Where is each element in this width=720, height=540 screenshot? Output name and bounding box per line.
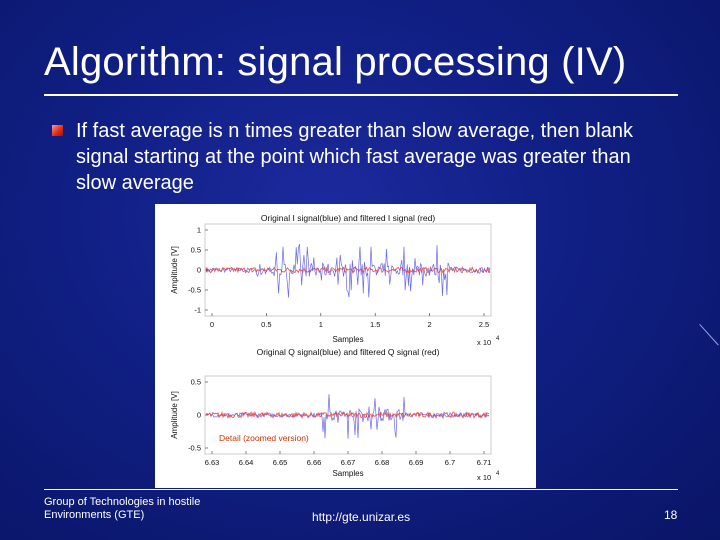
bottom-plot-x-exponent-power: 4 [496, 471, 500, 477]
bottom-x-tick-label: 6.67 [341, 458, 356, 467]
bottom-x-tick-label: 6.69 [409, 458, 424, 467]
signal-figure: Original I signal(blue) and filtered I s… [155, 204, 536, 488]
bottom-y-tick-label: -0.5 [188, 444, 201, 453]
bottom-x-tick-label: 6.66 [307, 458, 322, 467]
bottom-x-tick-label: 6.7 [445, 458, 455, 467]
top-x-tick-label: 0 [210, 320, 214, 329]
bottom-plot-xlabel: Samples [332, 469, 363, 478]
detail-annotation: Detail (zoomed version) [219, 433, 309, 443]
footer-url: http://gte.unizar.es [312, 510, 411, 524]
top-plot-x-exponent: x 10 [477, 338, 491, 347]
top-x-tick-label: 1.5 [370, 320, 380, 329]
bottom-y-tick-label: 0.5 [191, 378, 201, 387]
top-x-tick-label: 0.5 [261, 320, 271, 329]
bullet-text: If fast average is n times greater than … [76, 120, 633, 194]
bullet-square-icon [52, 125, 63, 136]
bottom-plot-x-exponent: x 10 [477, 473, 491, 482]
bottom-plot-signals [205, 394, 490, 439]
top-series-filtered [205, 265, 491, 275]
top-y-tick-label: 0.5 [191, 246, 201, 255]
top-plot-xlabel: Samples [332, 335, 363, 344]
top-x-tick-label: 2.5 [479, 320, 489, 329]
top-plot-title: Original I signal(blue) and filtered I s… [261, 213, 436, 223]
footer-rule [44, 489, 678, 490]
bottom-plot-y-ticks: 0.5 0 -0.5 [188, 378, 208, 453]
bottom-x-tick-label: 6.65 [273, 458, 288, 467]
top-y-tick-label: 0 [197, 266, 201, 275]
top-series-original [205, 244, 491, 298]
footer-organization: Group of Technologies in hostile Environ… [44, 496, 201, 521]
top-x-tick-label: 1 [319, 320, 323, 329]
bottom-x-tick-label: 6.64 [239, 458, 254, 467]
bottom-y-tick-label: 0 [197, 411, 201, 420]
title-underline [44, 94, 678, 96]
top-x-tick-label: 2 [428, 320, 432, 329]
decorative-diagonal-line [699, 324, 719, 346]
bottom-x-tick-label: 6.68 [375, 458, 390, 467]
bottom-x-tick-label: 6.63 [205, 458, 220, 467]
top-y-tick-label: -1 [194, 306, 201, 315]
signal-figure-svg: Original I signal(blue) and filtered I s… [170, 213, 500, 482]
top-plot-x-exponent-power: 4 [496, 336, 500, 342]
bottom-plot-title: Original Q signal(blue) and filtered Q s… [257, 347, 440, 357]
bottom-series-filtered [205, 410, 490, 420]
top-y-tick-label: 1 [197, 226, 201, 235]
bottom-plot-x-ticks: 6.63 6.64 6.65 6.66 6.67 6.68 6.69 6.7 6.71 [205, 451, 492, 467]
top-plot-ylabel: Amplitude [V] [170, 246, 179, 294]
top-plot-signals [205, 244, 491, 298]
slide-title: Algorithm: signal processing (IV) [44, 40, 627, 84]
top-plot-x-ticks: 0 0.5 1 1.5 2 2.5 [210, 313, 489, 329]
top-y-tick-label: -0.5 [188, 286, 201, 295]
page-number: 18 [664, 508, 678, 522]
top-plot-y-ticks: 1 0.5 0 -0.5 -1 [188, 226, 208, 315]
bottom-plot-ylabel: Amplitude [V] [170, 391, 179, 439]
bottom-x-tick-label: 6.71 [477, 458, 492, 467]
